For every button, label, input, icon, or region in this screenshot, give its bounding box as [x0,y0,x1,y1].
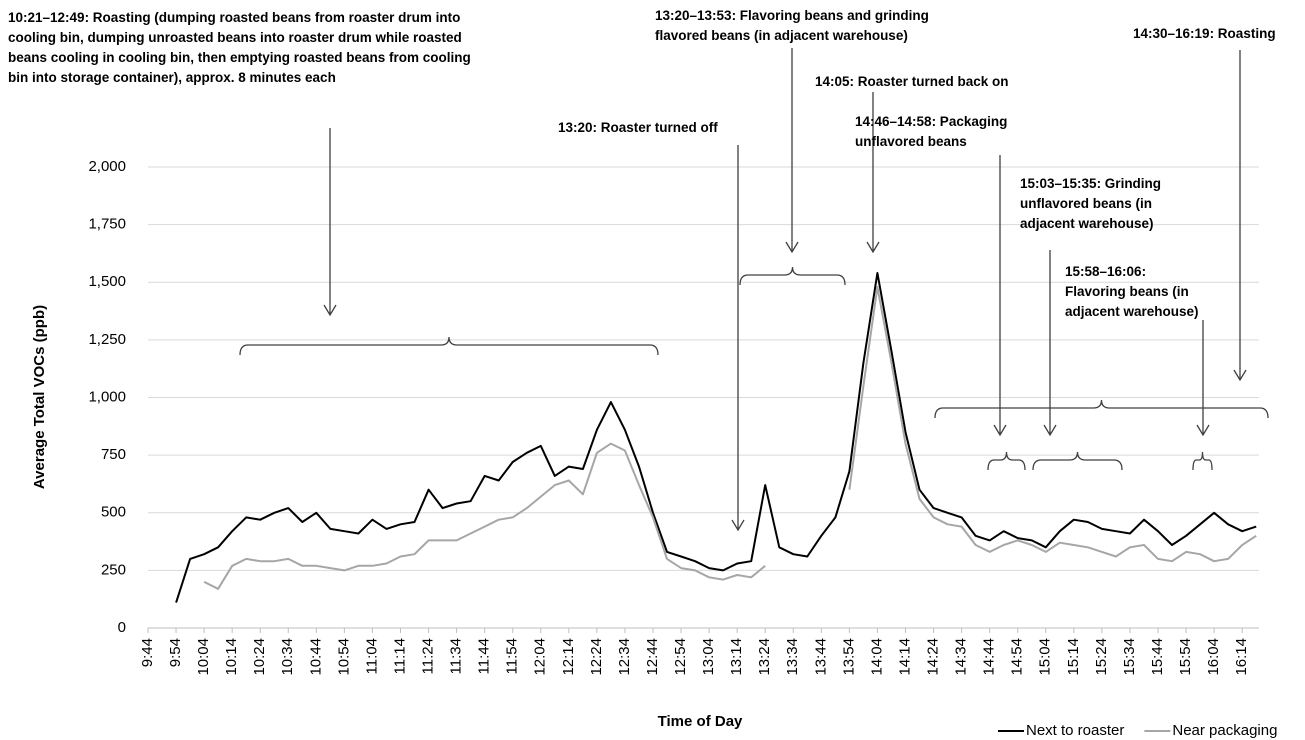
y-tick-label: 1,250 [88,331,126,348]
x-tick-label: 16:04 [1205,638,1222,676]
x-tick-label: 11:44 [476,638,493,674]
y-tick-label: 250 [101,561,126,578]
x-tick-label: 13:54 [840,638,857,676]
y-tick-label: 750 [101,446,126,463]
y-tick-label: 1,000 [88,388,126,405]
annotation: 13:20: Roaster turned off [558,120,718,135]
brace [739,266,846,286]
x-tick-label: 11:54 [504,638,521,674]
arrow [866,92,880,254]
series-line [175,272,1257,603]
x-tick-label: 12:24 [588,638,605,676]
x-tick-label: 12:14 [560,638,577,676]
annotation: 15:58–16:06: [1065,264,1146,279]
annotation: 13:20–13:53: Flavoring beans and grindin… [655,8,929,23]
x-tick-label: 14:44 [981,638,998,676]
x-tick-label: 15:44 [1149,638,1166,676]
y-tick-label: 2,000 [88,158,126,175]
brace [1032,451,1123,471]
annotation: cooling bin, dumping unroasted beans int… [8,30,462,45]
annotation: beans cooling in cooling bin, then empty… [8,50,471,65]
x-tick-label: 14:24 [925,638,942,676]
arrow [323,128,337,317]
x-tick-label: 10:24 [251,638,268,676]
x-tick-label: 11:04 [363,638,380,674]
brace [987,451,1026,471]
annotation: adjacent warehouse) [1065,304,1199,319]
x-tick-label: 10:54 [335,638,352,676]
x-tick-label: 12:44 [644,638,661,676]
x-tick-label: 12:34 [616,638,633,676]
x-tick-label: 15:34 [1121,638,1138,676]
x-tick-label: 16:14 [1233,638,1250,676]
x-tick-label: 12:04 [532,638,549,676]
y-axis-title: Average Total VOCs (ppb) [31,305,48,489]
x-tick-label: 13:04 [700,638,717,676]
x-tick-label: 12:54 [672,638,689,676]
x-tick-label: 13:34 [784,638,801,676]
x-tick-label: 14:34 [953,638,970,676]
annotation: 14:05: Roaster turned back on [815,74,1009,89]
x-tick-label: 10:14 [223,638,240,676]
annotation: 15:03–15:35: Grinding [1020,176,1161,191]
x-tick-label: 10:44 [307,638,324,676]
x-tick-label: 9:44 [139,638,156,667]
x-tick-label: 11:34 [448,638,465,674]
legend-label: Near packaging [1172,722,1277,739]
annotation: flavored beans (in adjacent warehouse) [655,28,908,43]
annotation: 14:46–14:58: Packaging [855,114,1007,129]
series-line [203,285,1257,590]
x-tick-label: 13:24 [756,638,773,676]
y-tick-label: 500 [101,504,126,521]
arrow [785,48,799,254]
x-tick-label: 15:04 [1037,638,1054,676]
annotation: 10:21–12:49: Roasting (dumping roasted b… [8,10,460,25]
arrow [1196,320,1210,437]
x-tick-label: 13:44 [812,638,829,676]
x-tick-label: 9:54 [167,638,184,667]
brace [934,399,1269,419]
annotation: Flavoring beans (in [1065,284,1189,299]
brace [1192,451,1213,471]
x-tick-label: 11:14 [391,638,408,674]
arrow [1043,250,1057,437]
x-axis-title: Time of Day [658,713,743,730]
arrow [731,145,745,532]
annotation: unflavored beans [855,134,967,149]
x-tick-label: 10:04 [195,638,212,676]
arrow [1233,50,1247,382]
x-tick-label: 11:24 [420,638,437,674]
brace [239,336,659,356]
annotation: 14:30–16:19: Roasting [1133,26,1276,41]
arrow [993,155,1007,437]
x-tick-label: 10:34 [279,638,296,676]
x-tick-label: 14:54 [1009,638,1026,676]
y-tick-label: 1,750 [88,216,126,233]
annotation: bin into storage container), approx. 8 m… [8,70,336,85]
annotation: adjacent warehouse) [1020,216,1154,231]
x-tick-label: 14:14 [896,638,913,676]
x-tick-label: 15:24 [1093,638,1110,676]
y-tick-label: 1,500 [88,273,126,290]
annotation: unflavored beans (in [1020,196,1152,211]
x-tick-label: 15:14 [1065,638,1082,676]
x-tick-label: 15:54 [1177,638,1194,676]
x-tick-label: 14:04 [868,638,885,676]
x-tick-label: 13:14 [728,638,745,676]
legend-label: Next to roaster [1026,722,1124,739]
y-tick-label: 0 [118,619,126,636]
